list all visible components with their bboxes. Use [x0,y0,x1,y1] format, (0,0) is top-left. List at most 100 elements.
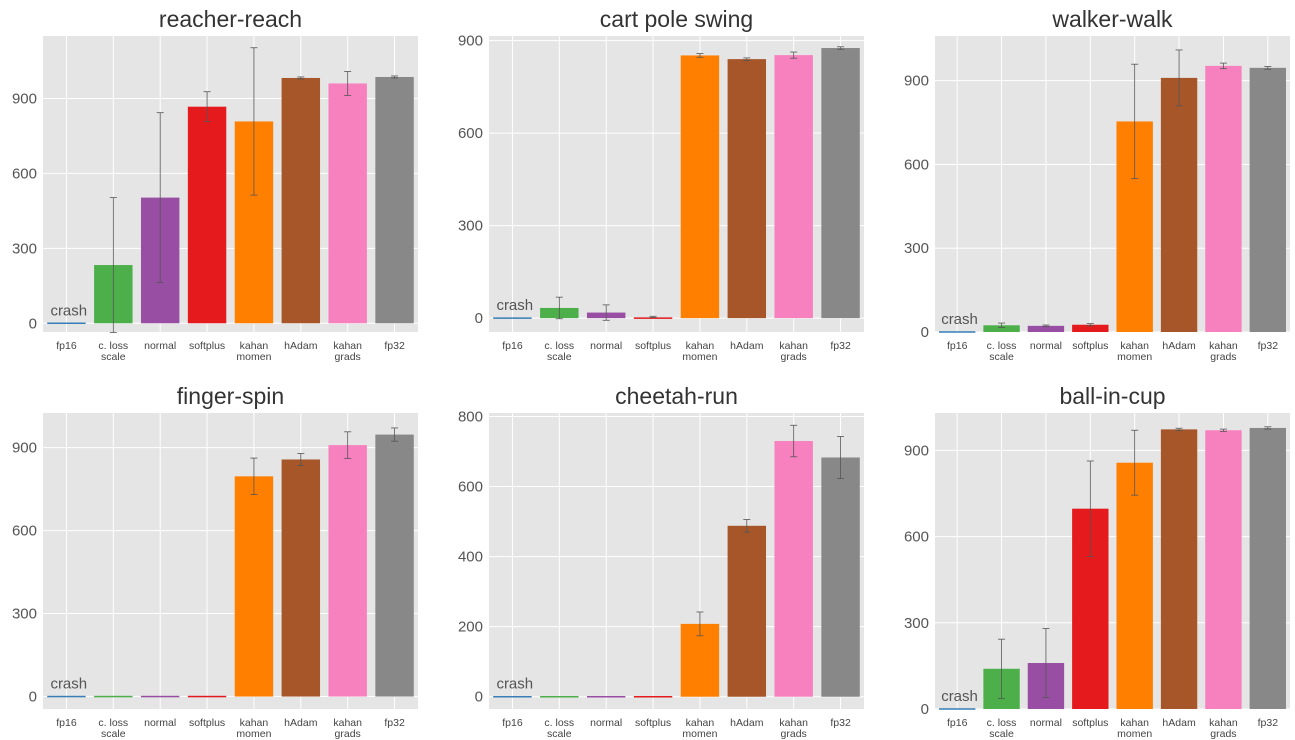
x-tick-label: kahan momen [236,717,271,740]
crash-annotation: crash [496,676,533,693]
x-tick-label: fp32 [830,340,851,352]
y-tick-label: 0 [29,315,37,332]
bar-kahan-grads [328,445,366,696]
bar-fp16 [47,323,85,325]
y-tick-label: 300 [12,240,37,257]
x-tick-label: c. loss scale [987,717,1017,740]
bar-kahan-grads [774,441,812,697]
bar-c-loss-scale [540,696,578,698]
bar-hadam [728,526,766,697]
crash-annotation: crash [50,302,87,319]
x-tick-label: c. loss scale [544,717,574,740]
bar-fp32 [821,457,859,696]
crash-annotation: crash [941,311,978,328]
chart-panel-6: 0 300 600 900 crash fp16 c. loss scale normal sof… [904,383,1290,740]
x-tick-label: fp16 [947,340,968,352]
x-tick-label: kahan momen [1117,340,1152,363]
x-tick-label: c. loss scale [98,717,128,740]
panel-title: cheetah-run [615,383,738,409]
x-tick-label: softplus [635,717,671,729]
y-tick-label: 0 [29,689,37,706]
x-tick-label: hAdam [1162,340,1196,352]
x-tick-label: normal [590,340,622,352]
bar-fp32 [375,77,413,323]
y-tick-label: 400 [458,549,483,566]
x-tick-label: kahan momen [1117,717,1152,740]
bar-kahan-grads [774,55,812,318]
x-tick-label: fp16 [947,717,968,729]
bar-normal [587,696,625,698]
bar-fp32 [1250,68,1286,332]
y-tick-label: 0 [921,324,929,341]
bar-fp16 [939,708,975,710]
y-tick-label: 900 [12,440,37,457]
x-tick-label: kahan grads [1209,340,1238,363]
x-tick-label: softplus [189,717,225,729]
x-tick-label: kahan grads [1209,717,1238,740]
y-tick-label: 300 [12,606,37,623]
y-tick-label: 600 [12,165,37,182]
x-tick-label: fp16 [56,717,77,729]
x-tick-label: kahan grads [779,717,808,740]
panel-title: ball-in-cup [1059,383,1165,409]
x-tick-label: fp32 [1258,717,1279,729]
x-tick-label: kahan momen [682,717,717,740]
x-tick-label: softplus [189,340,225,352]
panel-title: reacher-reach [159,6,302,32]
y-tick-label: 600 [904,156,929,173]
panel-title: finger-spin [177,383,284,409]
x-tick-label: kahan grads [333,340,362,363]
bar-fp32 [821,48,859,318]
crash-annotation: crash [50,676,87,693]
chart-panel-1: 0300600900crashfp16 c. loss scalenormal sof… [12,6,418,363]
chart-panel-4: 0 300 600 900 crash fp16 c. loss scale normal sof… [12,383,418,740]
bar-softplus [634,696,672,698]
bar-softplus [188,107,226,324]
y-tick-label: 300 [904,615,929,632]
x-tick-label: normal [1030,340,1062,352]
panel-title: walker-walk [1051,6,1173,32]
bar-hadam [282,459,320,696]
y-tick-label: 600 [904,529,929,546]
x-tick-label: kahan grads [779,340,808,363]
chart-panel-2: 0 300 600 900 crash fp16 c. loss scale normal sof… [458,6,864,363]
y-tick-label: 600 [12,523,37,540]
x-tick-label: fp32 [1258,340,1279,352]
x-tick-label: c. loss scale [544,340,574,363]
bar-fp16 [493,696,531,698]
bar-hadam [282,78,320,323]
x-tick-label: hAdam [1162,717,1196,729]
x-tick-label: softplus [1072,717,1108,729]
x-tick-label: softplus [635,340,671,352]
y-tick-label: 900 [12,90,37,107]
y-tick-label: 0 [921,701,929,718]
x-tick-label: hAdam [730,717,764,729]
bar-fp32 [1250,428,1286,709]
y-tick-label: 200 [458,619,483,636]
x-tick-label: softplus [1072,340,1108,352]
x-tick-label: fp32 [830,717,851,729]
x-tick-label: kahan grads [333,717,362,740]
bar-kahan-grads [1205,430,1241,709]
x-tick-label: normal [1030,717,1062,729]
bar-fp16 [939,331,975,333]
y-tick-label: 600 [458,125,483,142]
bar-softplus [188,696,226,698]
y-tick-label: 300 [904,240,929,257]
panel-title: cart pole swing [600,6,753,32]
bar-kahan-momen [681,55,719,318]
x-tick-label: normal [590,717,622,729]
y-tick-label: 0 [475,689,483,706]
x-tick-label: fp16 [502,340,523,352]
x-tick-label: normal [144,717,176,729]
y-tick-label: 800 [458,409,483,426]
bar-kahan-momen [235,476,273,696]
y-tick-label: 900 [904,73,929,90]
bar-kahan-grads [328,83,366,323]
x-tick-label: kahan momen [236,340,271,363]
x-tick-label: fp32 [384,717,405,729]
bar-hadam [1161,78,1197,332]
x-tick-label: fp16 [502,717,523,729]
crash-annotation: crash [941,688,978,705]
